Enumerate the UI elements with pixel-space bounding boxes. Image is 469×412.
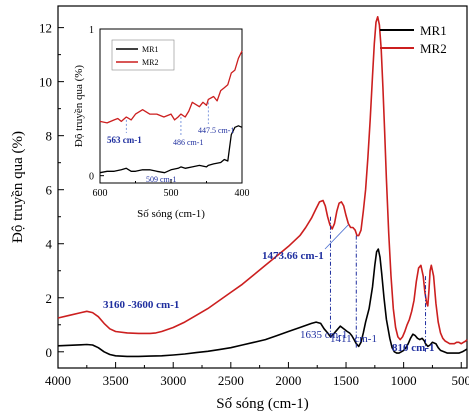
annotation-1411: 1411 cm-1 [330, 333, 377, 345]
main-axis-ticks [57, 27, 462, 368]
inset-annotation-563: 563 cm-1 [107, 135, 142, 145]
inset-axis-ticks [99, 28, 243, 183]
inset-legend-label-mr1: MR1 [142, 45, 158, 54]
series-line-mr1 [57, 248, 468, 358]
main-y-tick-labels: 0 2 4 6 8 10 12 [39, 21, 53, 360]
inset-annotation-447: 447.5 cm-1 [198, 126, 234, 135]
inset-series-group [99, 50, 243, 174]
inset-legend-box [111, 39, 175, 71]
main-chart: 4000 3500 3000 2500 2000 1500 1000 500 02468101… [10, 5, 469, 412]
y-tick-label-2: 2 [46, 291, 53, 306]
annotation-arrow-1473 [324, 224, 349, 250]
inset-annotation-509: 509 cm-1 [146, 175, 176, 184]
annotation-3160-3600: 3160 -3600 cm-1 [103, 299, 179, 311]
y-tick-label-0: 0 [46, 345, 53, 360]
x-tick-label-400: 400 [235, 188, 250, 199]
y-tick-label-8: 8 [46, 129, 53, 144]
x-tick-label-2500: 2500 [218, 373, 244, 388]
y-tick-label-6: 6 [46, 183, 53, 198]
legend-label-mr2: MR2 [420, 41, 447, 56]
series-line-mr2 [99, 50, 243, 124]
series-line-mr1 [99, 125, 243, 174]
inset-x-tick-labels: 600 500 400 [93, 188, 250, 199]
main-series-group [57, 16, 468, 358]
annotation-1473: 1473.66 cm-1 [262, 250, 324, 262]
legend-label-mr1: MR1 [420, 23, 447, 38]
main-annotations: 3160 -3600 cm-1 1473.66 cm-1 1635 cm-11411… [103, 216, 434, 354]
y-tick-label-10: 10 [39, 75, 52, 90]
series-line-mr2 [57, 16, 468, 345]
x-tick-label-3000: 3000 [160, 373, 186, 388]
y-tick-label-12: 12 [39, 21, 52, 36]
x-tick-label-2000: 2000 [275, 373, 301, 388]
annotation-810: 810 cm-1 [392, 342, 434, 354]
annotation-1635: 1635 cm-1 [300, 329, 347, 341]
x-tick-label-500: 500 [164, 188, 179, 199]
inset-y-axis-title: Độ truyền qua (%) [73, 65, 85, 148]
inset-x-axis-title: Số sóng (cm-1) [137, 208, 205, 220]
inset-annotations: 563 cm-1 509 cm-1 486 cm-1 447.5 cm-1 [107, 102, 234, 184]
inset-annotation-486: 486 cm-1 [173, 138, 203, 147]
main-y-axis-title: Độ truyền qua (%) [10, 131, 26, 243]
x-tick-label-1000: 1000 [391, 373, 417, 388]
y-tick-label-0: 0 [89, 172, 94, 183]
x-tick-label-4000: 4000 [45, 373, 71, 388]
main-x-axis-title: Số sóng (cm-1) [216, 396, 309, 412]
x-tick-label-500: 500 [451, 373, 469, 388]
x-tick-label-3500: 3500 [103, 373, 129, 388]
y-tick-label-4: 4 [46, 237, 53, 252]
y-tick-label-1: 1 [89, 25, 94, 36]
main-x-tick-labels: 4000 3500 3000 2500 2000 1500 1000 500 [45, 373, 469, 388]
x-tick-label-1500: 1500 [333, 373, 359, 388]
x-tick-label-600: 600 [93, 188, 108, 199]
inset-y-tick-labels: 01 [89, 25, 94, 183]
inset-legend-label-mr2: MR2 [142, 58, 158, 67]
main-plot-frame [57, 5, 468, 369]
